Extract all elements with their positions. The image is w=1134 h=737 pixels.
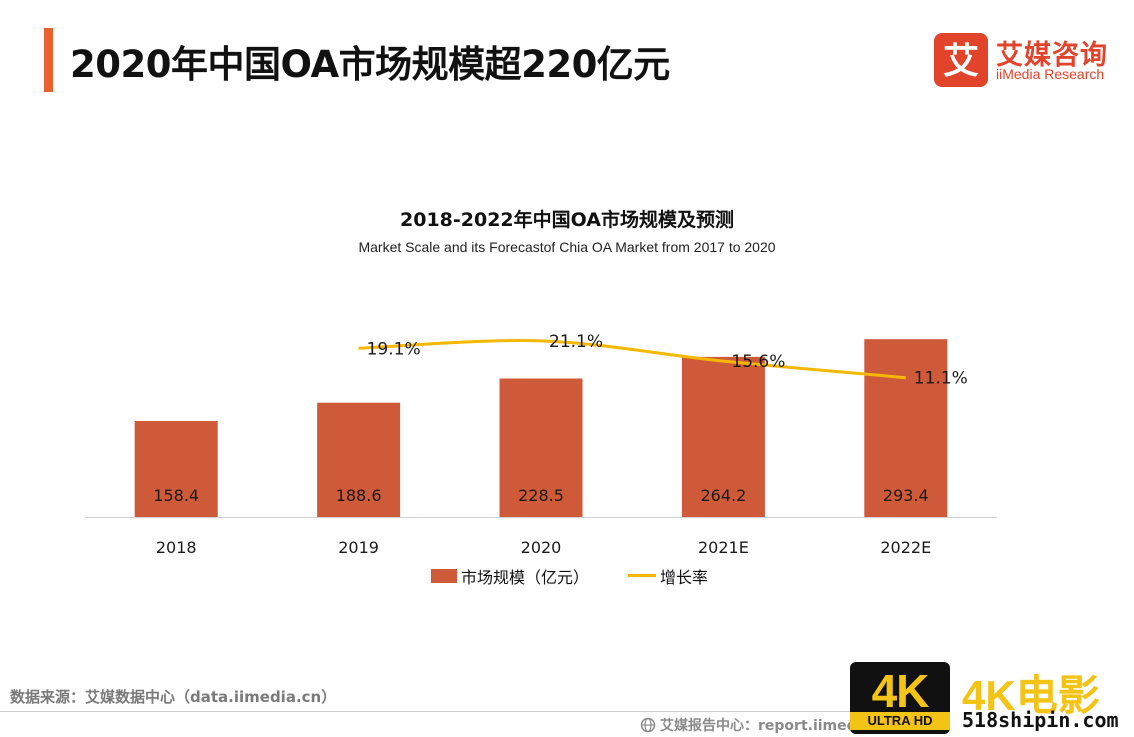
bar-value-label: 293.4	[883, 486, 929, 505]
growth-rate-line	[358, 339, 906, 380]
bar-2020	[499, 378, 583, 517]
x-tick-label: 2022E	[880, 538, 931, 557]
legend-line-label: 增长率	[660, 568, 709, 587]
bar-value-label: 158.4	[153, 486, 199, 505]
report-center: 艾媒报告中心：report.iimedia.cn	[640, 715, 850, 735]
logo-name-en: iiMedia Research	[996, 66, 1105, 82]
report-center-text: 艾媒报告中心：report.iimedia.cn	[660, 718, 850, 734]
legend-line-swatch	[628, 574, 656, 577]
logo-name-cn: 艾媒咨询	[996, 40, 1108, 71]
x-tick-label: 2020	[521, 538, 562, 557]
chart-subtitle: Market Scale and its Forecastof Chia OA …	[358, 239, 776, 255]
brand-logo: 艾 艾媒咨询 iiMedia Research	[934, 33, 1134, 87]
legend-bar-label: 市场规模（亿元）	[461, 568, 590, 587]
growth-rate-label: 19.1%	[367, 339, 421, 359]
x-tick-label: 2021E	[698, 538, 749, 557]
logo-mark-glyph: 艾	[943, 41, 979, 82]
growth-rate-label: 15.6%	[731, 352, 785, 372]
growth-rate-label: 21.1%	[549, 332, 603, 352]
x-tick-label: 2018	[156, 538, 197, 557]
bar-2019	[317, 402, 401, 517]
legend-bar-swatch	[431, 569, 457, 583]
logo-mark-icon: 艾	[934, 33, 988, 87]
chart-legend: 市场规模（亿元） 增长率	[0, 564, 1134, 587]
x-tick-label: 2019	[338, 538, 379, 557]
chart-title: 2018-2022年中国OA市场规模及预测	[400, 209, 734, 231]
bar-value-label: 264.2	[700, 486, 746, 505]
bar-2018	[134, 421, 218, 517]
watermark-url: 518shipin.com	[962, 708, 1119, 732]
watermark-brand: 4K电影	[962, 672, 1100, 719]
bar-2021E	[681, 356, 765, 517]
growth-rate-label: 11.1%	[914, 369, 968, 389]
data-source: 数据来源：艾媒数据中心（data.iimedia.cn）	[10, 688, 337, 706]
watermark-badge-sub: ULTRA HD	[850, 712, 950, 730]
page-title: 2020年中国OA市场规模超220亿元	[70, 43, 670, 86]
footer-divider	[0, 711, 850, 712]
bar-2022E	[864, 339, 948, 517]
bar-value-label: 188.6	[336, 486, 382, 505]
watermark-badge: 4K ULTRA HD	[850, 662, 950, 734]
watermark-badge-main: 4K	[871, 665, 930, 717]
title-accent-bar	[44, 28, 53, 92]
bar-value-label: 228.5	[518, 486, 564, 505]
globe-icon	[640, 717, 656, 735]
